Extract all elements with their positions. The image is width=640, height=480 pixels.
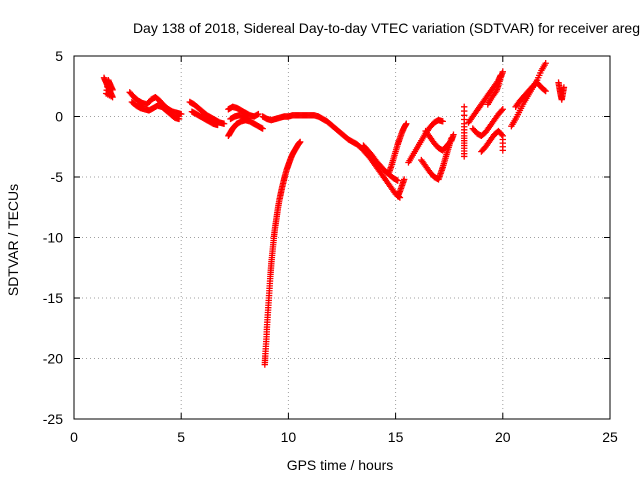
x-tick-label: 5 [177, 429, 185, 445]
y-tick-label: -5 [51, 169, 64, 185]
data-point [109, 86, 116, 94]
y-axis-label: SDTVAR / TECUs [5, 184, 21, 296]
data-point [296, 138, 304, 146]
data-point [394, 177, 401, 184]
x-tick-label: 0 [70, 429, 78, 445]
data-point [403, 120, 410, 127]
data-point [175, 115, 183, 123]
data-point [541, 86, 548, 94]
data-point [499, 106, 506, 113]
y-tick-label: 0 [55, 109, 63, 125]
y-tick-label: -10 [43, 230, 63, 246]
x-tick-label: 15 [388, 429, 404, 445]
data-point [560, 84, 568, 91]
data-point [178, 110, 185, 118]
data-point [498, 107, 505, 114]
axis-ticks [73, 55, 611, 420]
y-tick-label: 5 [55, 48, 63, 64]
x-axis-label: GPS time / hours [287, 457, 394, 473]
data-point [244, 115, 251, 123]
data-point [499, 147, 506, 154]
data-point [400, 176, 408, 183]
data-point [542, 60, 549, 67]
data-point [499, 68, 506, 75]
data-point [220, 120, 228, 127]
data-point [450, 131, 457, 138]
data-point [214, 121, 221, 129]
x-tick-label: 10 [281, 429, 297, 445]
x-tick-labels: 0 5 10 15 20 25 [70, 429, 618, 445]
x-tick-label: 25 [602, 429, 618, 445]
data-point [255, 110, 262, 118]
chart-title: Day 138 of 2018, Sidereal Day-to-day VTE… [133, 20, 640, 36]
y-tick-labels: -25 -20 -15 -10 -5 0 5 [43, 48, 63, 427]
y-tick-label: -20 [43, 351, 63, 367]
data-points [100, 60, 568, 368]
data-point [542, 87, 549, 95]
y-tick-label: -25 [43, 411, 63, 427]
data-point [439, 118, 446, 125]
x-tick-label: 20 [495, 429, 511, 445]
y-tick-label: -15 [43, 290, 63, 306]
data-point [461, 153, 468, 160]
data-point [259, 125, 266, 132]
data-point [498, 131, 505, 138]
